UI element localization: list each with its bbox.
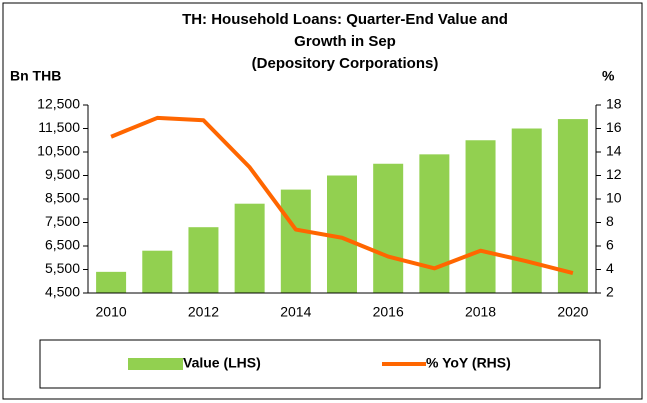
y-tick-label: 5,500	[45, 260, 80, 276]
line-series	[110, 115, 574, 275]
bar	[557, 119, 588, 293]
x-tick-label: 2010	[96, 304, 127, 320]
y-tick-label: 4,500	[45, 284, 80, 300]
chart-subtitle: (Depository Corporations)	[252, 55, 439, 72]
y-axis-label: Bn THB	[10, 68, 61, 84]
y2-tick-label: 10	[606, 190, 622, 206]
y-tick-label: 7,500	[45, 213, 80, 229]
chart-title: TH: Household Loans: Quarter-End Value a…	[182, 11, 508, 28]
legend-label: Value (LHS)	[183, 355, 261, 371]
y-tick-label: 11,500	[38, 119, 80, 135]
chart-title: Growth in Sep	[294, 33, 396, 50]
y-tick-label: 6,500	[45, 237, 80, 253]
legend-swatch	[128, 358, 183, 370]
x-tick-label: 2020	[557, 304, 588, 320]
y2-tick-label: 6	[606, 237, 614, 253]
y-tick-label: 10,500	[37, 143, 80, 159]
y2-tick-label: 2	[606, 284, 614, 300]
bar	[373, 163, 404, 293]
bar	[511, 128, 542, 293]
y2-tick-label: 4	[606, 260, 614, 276]
y-tick-label: 12,500	[37, 96, 80, 112]
y2-tick-label: 14	[606, 143, 622, 159]
x-tick-label: 2012	[188, 304, 219, 320]
y-tick-label: 8,500	[45, 190, 80, 206]
y2-tick-label: 8	[606, 213, 614, 229]
bar	[419, 154, 450, 293]
bar	[465, 140, 496, 293]
bar	[188, 227, 219, 293]
legend-box	[39, 339, 601, 389]
y2-tick-label: 12	[606, 166, 622, 182]
x-tick-label: 2014	[280, 304, 311, 320]
y-tick-label: 9,500	[45, 166, 80, 182]
bar	[234, 203, 265, 293]
bar	[142, 250, 173, 293]
bar	[280, 189, 311, 293]
y2-tick-label: 16	[606, 119, 622, 135]
y2-tick-label: 18	[606, 96, 622, 112]
x-tick-label: 2016	[373, 304, 404, 320]
y2-axis-label: %	[602, 68, 615, 84]
bar	[96, 271, 127, 293]
x-tick-label: 2018	[465, 304, 496, 320]
legend-label: % YoY (RHS)	[426, 355, 511, 371]
